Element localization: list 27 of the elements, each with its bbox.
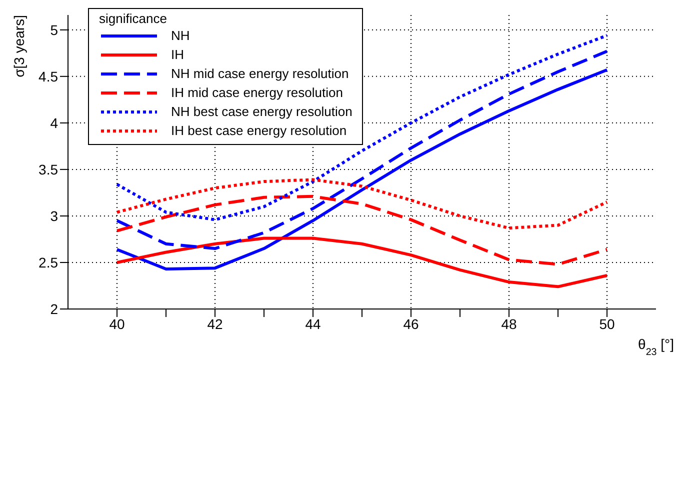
x-tick-label: 48 [501,316,517,332]
x-tick-label: 40 [109,316,125,332]
x-tick-label: 50 [599,316,615,332]
x-axis-title: θ$_{23}$ [°] [638,336,674,358]
y-tick-label: 3.5 [38,161,58,178]
y-tick-label: 2.5 [38,254,58,270]
legend-label: NH best case energy resolution [171,104,352,119]
y-tick-label: 3 [50,208,58,224]
line-series [116,194,608,266]
legend-label: IH mid case energy resolution [171,85,343,100]
legend-label: IH [171,47,184,62]
line-series [116,68,608,270]
y-tick-label: 2 [50,300,58,317]
y-tick-label: 5 [50,22,58,38]
line-series [116,50,608,250]
legend-label: NH mid case energy resolution [171,66,349,81]
y-tick-label: 4 [50,114,58,131]
legend-label: IH best case energy resolution [171,123,347,138]
y-axis-title: σ[3 years] [11,15,27,78]
x-tick-label: 44 [305,316,321,332]
legend-label: NH [171,28,190,43]
line-series [116,178,608,230]
x-tick-label: 42 [207,316,223,332]
x-tick-label: 46 [403,316,419,332]
y-tick-label: 4.5 [38,68,58,84]
line-series [116,236,608,288]
legend-title: significance [99,11,168,26]
